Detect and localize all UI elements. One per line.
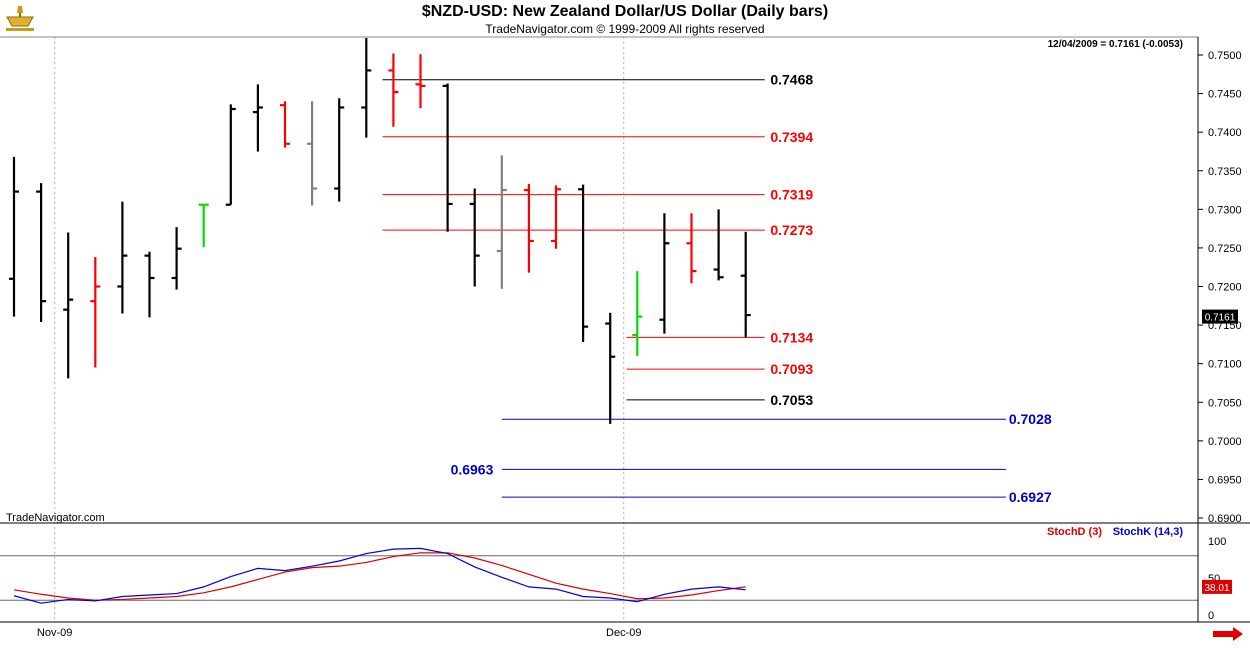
stochd-line: [13, 552, 746, 601]
price-bars-layer: [9, 38, 751, 424]
y-tick-label: 0.7200: [1208, 282, 1242, 294]
ohlc-bar: [361, 38, 372, 138]
ohlc-bar: [578, 184, 589, 343]
y-tick-label: 0.6900: [1208, 513, 1242, 525]
ohlc-bar: [225, 104, 236, 206]
ohlc-bar: [307, 101, 318, 206]
ohlc-bar: [144, 251, 155, 318]
level-label: 0.7053: [770, 392, 813, 408]
ohlc-bar: [280, 101, 290, 148]
ohlc-bar: [252, 84, 263, 152]
level-label: 0.6927: [1009, 489, 1052, 505]
chart-title: $NZD-USD: New Zealand Dollar/US Dollar (…: [421, 3, 829, 20]
y-tick-label: 0.6950: [1208, 474, 1242, 486]
quote-readout: 12/04/2009 = 0.7161 (-0.0053): [1048, 39, 1183, 50]
legend-stochk: StochK (14,3): [1113, 526, 1184, 538]
level-label: 0.7093: [770, 361, 813, 377]
watermark: TradeNavigator.com: [6, 512, 105, 524]
y-tick-label: 0.7400: [1208, 127, 1242, 139]
level-label: 0.7468: [770, 72, 813, 88]
ohlc-bar: [117, 201, 128, 314]
ohlc-bar: [686, 213, 697, 284]
stoch-last-tag: [1202, 579, 1232, 594]
ohlc-bar: [605, 312, 616, 424]
y-tick-label: 0.7100: [1208, 359, 1242, 371]
ohlc-bar: [551, 185, 561, 249]
legend-stochd: StochD (3): [1047, 526, 1102, 538]
ohlc-bar: [523, 183, 534, 273]
y-tick-label: 0.7500: [1208, 50, 1242, 62]
level-label: 0.6963: [451, 461, 494, 477]
y-tick-label: 0.7350: [1208, 166, 1242, 178]
y-tick-label: 0.7300: [1208, 204, 1242, 216]
axes-frame: [0, 36, 1250, 623]
ohlc-bar: [659, 213, 670, 334]
level-label: 0.7028: [1009, 411, 1052, 427]
level-label: 0.7134: [770, 329, 813, 345]
ohlc-bar: [36, 183, 47, 322]
ohlc-bar: [171, 227, 182, 290]
last-price-label: 0.7161: [1205, 313, 1236, 324]
labels-layer: 12/04/2009 = 0.7161 (-0.0053) TradeNavig…: [6, 39, 1183, 538]
ohlc-bar: [415, 54, 426, 109]
x-tick-label: Nov-09: [37, 627, 72, 639]
grid-layer: Nov-09 Dec-09 0.7500 0.7450 0.7400 0.7350 0.73…: [37, 37, 1242, 639]
level-label: 0.7273: [770, 222, 813, 238]
ohlc-bar: [496, 155, 507, 289]
level-lines-layer: 0.7468 0.7394 0.7319 0.7273 0.7134 0.7093 0.70…: [382, 72, 1052, 505]
stochk-line: [13, 547, 746, 604]
stoch-y-tick-label: 0: [1208, 610, 1214, 622]
ohlc-bar: [9, 156, 19, 317]
ohlc-bar: [713, 209, 724, 281]
y-tick-label: 0.7000: [1208, 436, 1242, 448]
ohlc-bar: [469, 188, 480, 287]
ohlc-bar: [198, 203, 209, 248]
chart-subtitle: TradeNavigator.com © 1999-2009 All right…: [485, 22, 765, 36]
ohlc-bar: [90, 257, 101, 368]
x-tick-label: Dec-09: [606, 627, 641, 639]
level-label: 0.7394: [770, 129, 813, 145]
ohlc-bar: [388, 53, 399, 127]
level-label: 0.7319: [770, 187, 813, 203]
ohlc-bar: [740, 231, 751, 338]
ohlc-bar: [442, 83, 453, 232]
right-arrow-icon[interactable]: [1213, 627, 1243, 641]
ohlc-bar: [63, 232, 74, 379]
last-price-tag: [1202, 309, 1238, 324]
stoch-last-label: 38.01: [1204, 583, 1229, 594]
y-tick-label: 0.7250: [1208, 243, 1242, 255]
y-tick-label: 0.7050: [1208, 397, 1242, 409]
tradenavigator-logo-icon[interactable]: [4, 4, 36, 37]
stoch-y-tick-label: 100: [1208, 536, 1226, 548]
y-tick-label: 0.7450: [1208, 89, 1242, 101]
ohlc-bar: [632, 271, 643, 356]
ohlc-bar: [334, 98, 345, 202]
